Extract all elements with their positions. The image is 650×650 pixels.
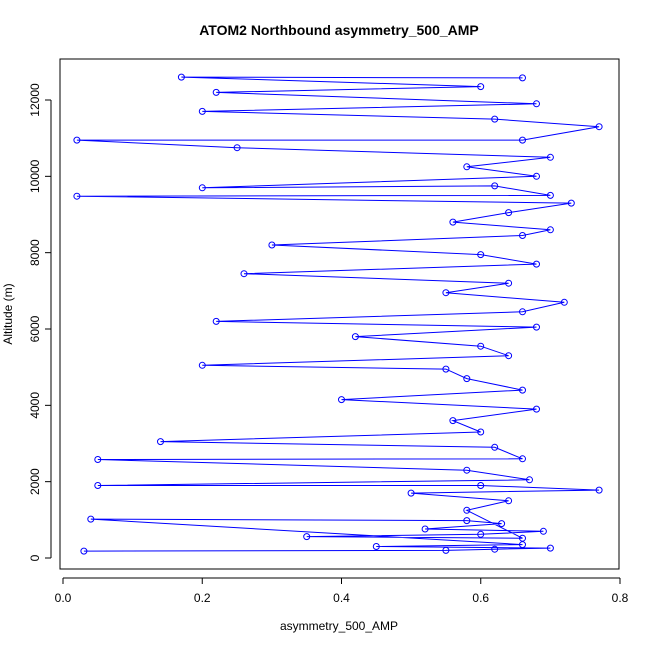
data-point <box>80 547 88 555</box>
data-point <box>477 342 485 350</box>
data-point <box>73 192 81 200</box>
data-point <box>157 438 164 446</box>
y-tick-label: 4000 <box>28 392 42 419</box>
series-layer <box>73 73 603 555</box>
data-point <box>407 489 415 497</box>
data-point <box>351 333 359 341</box>
data-point <box>491 115 499 123</box>
data-point <box>442 289 450 297</box>
data-point <box>526 476 533 484</box>
chart-title: ATOM2 Northbound asymmetry_500_AMP <box>199 22 479 38</box>
data-point <box>595 123 603 131</box>
y-tick-label: 6000 <box>28 315 42 342</box>
data-point <box>533 100 540 108</box>
series-line <box>76 76 600 552</box>
data-point <box>477 530 485 538</box>
x-tick-label: 0.8 <box>612 591 629 605</box>
data-point <box>546 226 554 234</box>
data-point <box>449 218 457 226</box>
data-point <box>463 517 471 525</box>
data-point <box>198 107 206 115</box>
data-point <box>463 506 471 514</box>
data-point <box>477 482 485 489</box>
data-point <box>338 396 345 404</box>
data-point <box>533 405 540 413</box>
data-point <box>491 182 499 190</box>
data-point <box>546 153 554 161</box>
data-point <box>533 323 540 331</box>
data-point <box>233 144 241 152</box>
plot-area <box>59 58 620 570</box>
plot-frame <box>59 58 620 570</box>
data-point <box>491 545 499 553</box>
x-tick-label: 0.6 <box>472 591 489 605</box>
data-point <box>421 525 429 533</box>
data-point <box>240 270 248 278</box>
y-tick-label: 2000 <box>28 468 42 495</box>
data-point <box>449 417 457 425</box>
data-point <box>519 534 526 542</box>
data-point <box>94 456 102 463</box>
data-point <box>519 136 526 144</box>
y-tick-label: 10000 <box>28 159 42 193</box>
data-point <box>505 279 513 287</box>
data-point <box>177 73 185 81</box>
data-point <box>94 482 102 489</box>
y-tick-label: 8000 <box>28 239 42 266</box>
data-point <box>505 209 513 217</box>
data-point <box>539 527 547 535</box>
data-point <box>533 260 540 268</box>
y-axis-label: Altitude (m) <box>1 283 15 344</box>
data-point <box>463 163 471 171</box>
y-tick-label: 0 <box>28 554 42 561</box>
data-point <box>212 88 220 96</box>
x-tick-label: 0.2 <box>194 591 211 605</box>
data-point <box>442 365 450 373</box>
data-point <box>498 520 506 528</box>
data-point <box>212 317 220 325</box>
data-point <box>463 466 471 474</box>
data-point <box>505 497 513 505</box>
data-point <box>519 74 526 82</box>
data-point <box>595 486 603 494</box>
x-tick-label: 0.0 <box>55 591 72 605</box>
data-point <box>87 515 95 523</box>
data-point <box>442 546 450 554</box>
data-point <box>519 308 526 316</box>
x-axis: 0.0 0.2 0.4 0.6 0.8 <box>55 577 629 605</box>
data-point <box>519 386 526 394</box>
data-point <box>268 241 276 249</box>
data-point <box>546 191 554 199</box>
data-point <box>560 298 568 306</box>
data-point <box>372 543 380 550</box>
x-axis-label: asymmetry_500_AMP <box>280 619 398 633</box>
y-tick-label: 12000 <box>28 83 42 117</box>
data-point <box>546 544 554 552</box>
data-point <box>519 232 526 239</box>
data-point <box>567 199 575 207</box>
data-point <box>463 375 471 383</box>
data-point <box>198 361 206 369</box>
data-point <box>477 251 485 259</box>
data-point <box>533 172 540 180</box>
data-point <box>73 136 81 144</box>
data-point <box>491 443 499 451</box>
data-point <box>477 428 485 436</box>
x-tick-label: 0.4 <box>333 591 350 605</box>
data-point <box>505 352 513 360</box>
data-point <box>477 83 485 91</box>
y-axis: 0 2000 4000 6000 8000 10000 12000 <box>28 83 52 561</box>
data-point <box>303 533 311 541</box>
data-point <box>519 455 526 463</box>
data-point <box>198 184 206 192</box>
